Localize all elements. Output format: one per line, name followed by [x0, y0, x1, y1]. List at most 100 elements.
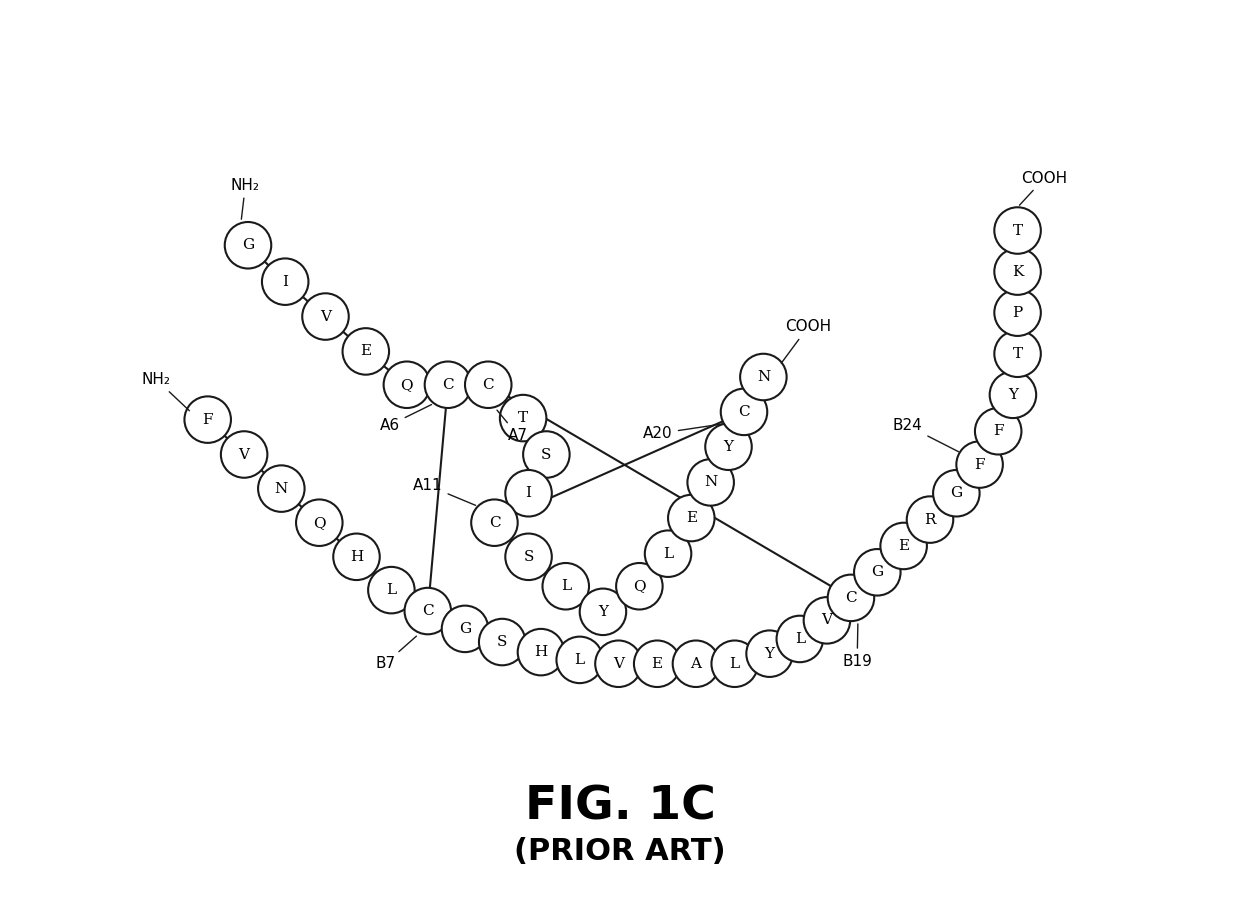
Circle shape [616, 563, 662, 609]
Text: R: R [924, 513, 936, 526]
Circle shape [854, 549, 900, 596]
Circle shape [224, 222, 272, 268]
Text: A: A [691, 657, 702, 670]
Circle shape [523, 431, 569, 478]
Text: (PRIOR ART): (PRIOR ART) [515, 837, 725, 866]
Circle shape [668, 495, 714, 541]
Text: E: E [361, 345, 371, 358]
Circle shape [543, 563, 589, 609]
Text: Q: Q [634, 580, 646, 593]
Text: T: T [1013, 223, 1023, 238]
Text: L: L [795, 632, 805, 646]
Circle shape [804, 597, 851, 644]
Circle shape [706, 424, 751, 470]
Circle shape [828, 574, 874, 621]
Text: V: V [613, 657, 624, 670]
Text: Y: Y [723, 440, 734, 454]
Text: E: E [898, 539, 909, 553]
Text: C: C [738, 405, 750, 418]
Text: G: G [242, 238, 254, 252]
Text: E: E [686, 511, 697, 525]
Text: C: C [422, 604, 434, 618]
Circle shape [956, 441, 1003, 488]
Circle shape [185, 396, 231, 443]
Text: C: C [482, 378, 494, 392]
Circle shape [506, 534, 552, 580]
Circle shape [258, 465, 305, 512]
Circle shape [404, 588, 451, 634]
Circle shape [994, 207, 1040, 254]
Circle shape [994, 290, 1040, 336]
Text: A20: A20 [644, 424, 723, 441]
Text: I: I [283, 274, 288, 289]
Circle shape [990, 372, 1037, 418]
Text: N: N [756, 370, 770, 384]
Circle shape [776, 616, 823, 662]
Circle shape [934, 470, 980, 517]
Text: S: S [523, 550, 533, 563]
Text: T: T [518, 411, 528, 425]
Circle shape [595, 641, 642, 687]
Text: COOH: COOH [781, 320, 831, 363]
Circle shape [465, 362, 512, 408]
Circle shape [740, 354, 786, 400]
Text: L: L [574, 652, 585, 667]
Circle shape [518, 629, 564, 675]
Text: C: C [443, 378, 454, 392]
Text: L: L [387, 583, 397, 597]
Text: K: K [1012, 265, 1023, 279]
Text: L: L [729, 657, 740, 670]
Circle shape [906, 497, 954, 543]
Text: S: S [541, 447, 552, 462]
Circle shape [994, 330, 1040, 377]
Text: N: N [704, 475, 717, 490]
Text: COOH: COOH [1019, 171, 1068, 205]
Circle shape [441, 606, 489, 652]
Text: FIG. 1C: FIG. 1C [525, 785, 715, 830]
Circle shape [221, 431, 268, 478]
Text: F: F [975, 457, 985, 472]
Text: H: H [350, 550, 363, 563]
Text: V: V [821, 614, 832, 627]
Circle shape [634, 641, 681, 687]
Circle shape [368, 567, 414, 614]
Circle shape [673, 641, 719, 687]
Circle shape [383, 362, 430, 408]
Text: G: G [459, 622, 471, 636]
Text: Y: Y [1008, 388, 1018, 401]
Circle shape [296, 500, 342, 546]
Circle shape [557, 636, 603, 683]
Text: L: L [663, 546, 673, 561]
Text: L: L [560, 580, 570, 593]
Text: F: F [993, 424, 1003, 438]
Text: S: S [497, 635, 507, 649]
Circle shape [645, 530, 692, 577]
Circle shape [334, 534, 379, 580]
Circle shape [687, 459, 734, 506]
Text: I: I [526, 486, 532, 500]
Circle shape [712, 641, 758, 687]
Text: B24: B24 [893, 418, 959, 452]
Text: Y: Y [598, 605, 608, 619]
Text: NH₂: NH₂ [141, 372, 190, 410]
Text: A11: A11 [413, 478, 476, 506]
Text: E: E [652, 657, 662, 670]
Text: T: T [1013, 346, 1023, 361]
Text: C: C [489, 516, 500, 530]
Circle shape [746, 630, 792, 677]
Text: Q: Q [401, 378, 413, 392]
Text: N: N [275, 482, 288, 496]
Circle shape [479, 619, 526, 665]
Text: H: H [534, 645, 548, 659]
Circle shape [994, 248, 1040, 295]
Circle shape [471, 500, 518, 546]
Circle shape [580, 589, 626, 635]
Text: Q: Q [312, 516, 326, 530]
Circle shape [880, 523, 928, 569]
Text: B19: B19 [842, 624, 872, 669]
Text: P: P [1012, 306, 1023, 319]
Circle shape [720, 389, 768, 435]
Text: G: G [872, 565, 883, 580]
Circle shape [506, 470, 552, 517]
Text: V: V [320, 310, 331, 324]
